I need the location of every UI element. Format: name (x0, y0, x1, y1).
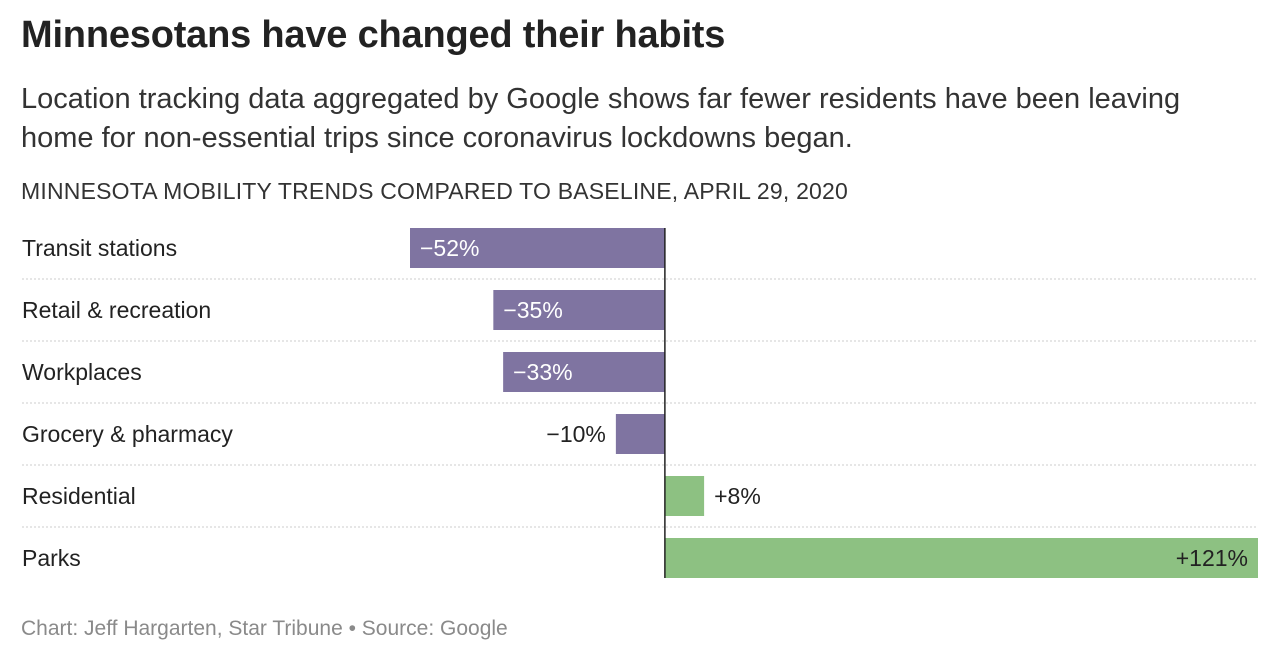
value-label-workplaces: −33% (513, 359, 572, 385)
value-label-parks: +121% (1176, 545, 1248, 571)
category-label-parks: Parks (22, 545, 81, 571)
row-separators (22, 278, 1258, 528)
value-label-grocery-and-pharmacy: −10% (546, 421, 605, 447)
bar-residential (664, 476, 705, 516)
bar-transit-stations (410, 228, 665, 268)
value-label-retail-and-recreation: −35% (503, 297, 562, 323)
bar-parks (664, 538, 1258, 578)
category-label-residential: Residential (22, 483, 136, 509)
chart-heading: MINNESOTA MOBILITY TRENDS COMPARED TO BA… (21, 178, 849, 204)
chart-subtitle: Location tracking data aggregated by Goo… (21, 83, 1181, 154)
bar-grocery-and-pharmacy (615, 414, 665, 454)
source-credit: Chart: Jeff Hargarten, Star Tribune • So… (21, 617, 508, 640)
value-label-transit-stations: −52% (420, 235, 479, 261)
value-label-residential: +8% (714, 483, 761, 509)
bars (410, 228, 1258, 578)
bar-workplaces (503, 352, 665, 392)
value-labels: −52% −35% −33% −10% +8% +121% (420, 235, 1248, 571)
category-label-transit-stations: Transit stations (22, 235, 177, 261)
category-label-retail-and-recreation: Retail & recreation (22, 297, 211, 323)
category-label-grocery-and-pharmacy: Grocery & pharmacy (22, 421, 233, 447)
category-label-workplaces: Workplaces (22, 359, 142, 385)
category-labels: Transit stations Retail & recreation Workp… (22, 235, 233, 571)
bar-retail-and-recreation (493, 290, 665, 330)
chart-title: Minnesotans have changed their habits (21, 14, 726, 56)
